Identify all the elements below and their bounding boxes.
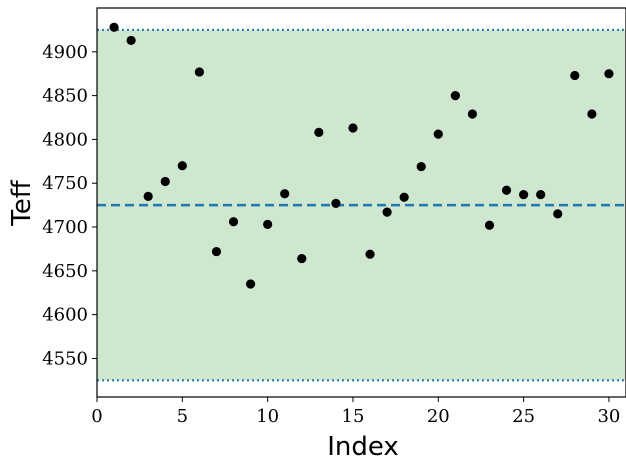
x-tick-label: 10 bbox=[256, 406, 279, 427]
data-point bbox=[263, 219, 273, 230]
x-tick-label: 30 bbox=[597, 406, 620, 427]
data-point bbox=[109, 22, 119, 32]
y-tick-label: 4900 bbox=[42, 42, 88, 63]
y-tick-label: 4650 bbox=[42, 261, 88, 282]
data-point bbox=[126, 35, 136, 46]
data-point bbox=[160, 176, 170, 187]
data-point bbox=[194, 67, 204, 77]
x-tick-label: 25 bbox=[512, 406, 535, 427]
y-tick-label: 4700 bbox=[42, 217, 88, 238]
x-tick-label: 5 bbox=[177, 406, 188, 427]
x-axis-label: Index bbox=[327, 432, 399, 461]
data-point bbox=[348, 123, 358, 133]
data-point bbox=[399, 192, 409, 202]
data-point bbox=[245, 279, 256, 289]
data-point bbox=[433, 129, 443, 139]
y-tick-label: 4600 bbox=[42, 305, 88, 326]
data-point bbox=[519, 190, 529, 200]
data-point bbox=[314, 127, 324, 138]
data-point bbox=[297, 253, 307, 264]
data-point bbox=[143, 191, 153, 201]
data-point bbox=[450, 91, 460, 101]
data-point bbox=[228, 217, 239, 227]
data-point bbox=[536, 190, 546, 200]
y-tick-label: 4550 bbox=[42, 348, 88, 369]
y-tick-label: 4850 bbox=[42, 86, 88, 107]
x-tick-label: 15 bbox=[342, 406, 365, 427]
data-point bbox=[587, 109, 597, 119]
axes-frame bbox=[96, 7, 626, 398]
data-point bbox=[467, 109, 478, 119]
y-tick-label: 4750 bbox=[42, 173, 88, 194]
data-point bbox=[382, 207, 392, 217]
data-point bbox=[553, 209, 563, 219]
y-axis-label: Teff bbox=[7, 179, 37, 226]
data-point bbox=[570, 70, 580, 81]
data-point bbox=[416, 161, 426, 172]
data-point bbox=[484, 220, 495, 230]
data-point bbox=[211, 246, 222, 257]
axis-ticks: 0 5 10 15 20 25 30 4550 4600 4650 4700 4750 4800 4850… bbox=[42, 42, 620, 427]
x-tick-label: 0 bbox=[91, 406, 102, 427]
data-point bbox=[331, 198, 341, 208]
data-point bbox=[604, 69, 614, 79]
data-point bbox=[177, 161, 187, 171]
data-point bbox=[501, 185, 512, 195]
y-tick-label: 4800 bbox=[42, 129, 88, 150]
plot-area bbox=[96, 7, 626, 398]
data-point bbox=[280, 189, 290, 199]
x-tick-label: 20 bbox=[427, 406, 450, 427]
data-point bbox=[365, 249, 375, 259]
